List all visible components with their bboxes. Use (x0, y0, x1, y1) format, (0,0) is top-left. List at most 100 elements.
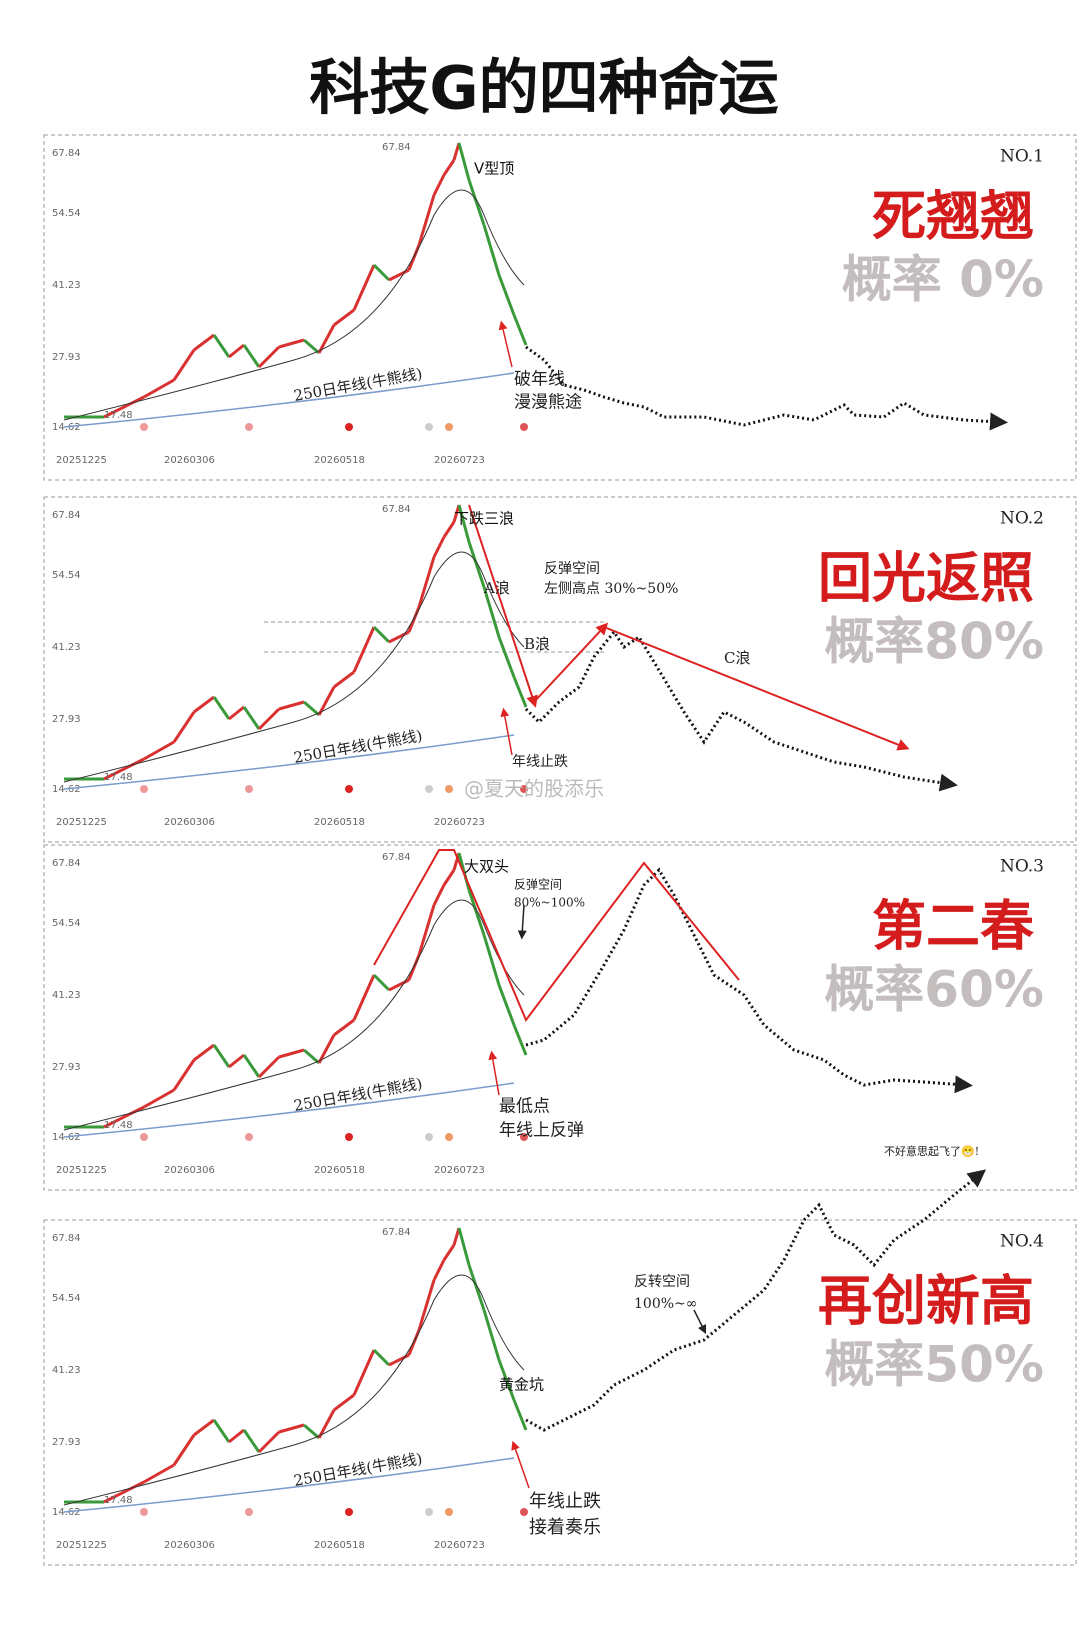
price-segment (193, 1418, 215, 1437)
toolbar-icon (520, 1508, 528, 1516)
price-segment (372, 973, 391, 992)
price-segment (242, 1054, 261, 1078)
peak-label: 67.84 (382, 142, 411, 153)
toolbar-icon (345, 785, 353, 793)
price-segment (452, 852, 461, 871)
watermark: @夏天的股添乐 (464, 777, 604, 801)
toolbar-icon (140, 1133, 148, 1141)
price-segment (333, 1018, 355, 1037)
moving-average (63, 899, 525, 1131)
x-tick-label: 20251225 (56, 817, 107, 828)
price-segment (278, 700, 305, 711)
price-segment (333, 1393, 355, 1412)
price-segment (257, 707, 281, 731)
price-segment (417, 194, 436, 246)
price-segment (103, 395, 145, 419)
price-segment (103, 1105, 145, 1129)
probability: 概率50% (824, 1336, 1044, 1394)
price-segment (143, 1463, 175, 1484)
pattern-label: 黄金坑 (499, 1376, 544, 1394)
price-segment (467, 1264, 486, 1311)
toolbar-icon (520, 423, 528, 431)
price-segment (352, 974, 376, 1021)
panel-number: NO.4 (1000, 1232, 1044, 1252)
x-tick-label: 20260723 (434, 455, 485, 466)
price-segment (242, 1429, 261, 1453)
peak-label: 67.84 (382, 1227, 411, 1238)
moving-average (63, 1274, 525, 1506)
price-segment (303, 1423, 320, 1440)
toolbar-icon (245, 1508, 253, 1516)
pattern-label: V型顶 (474, 160, 514, 178)
ma250-line (63, 1082, 515, 1138)
price-segment (482, 934, 501, 986)
note: 80%~100% (514, 896, 585, 910)
y-tick-label: 27.93 (52, 1062, 81, 1073)
future-path (525, 867, 973, 1094)
price-segment (432, 174, 446, 196)
annotation-arrow (511, 1440, 530, 1489)
low-label: 17.48 (104, 1495, 133, 1506)
panel-border (43, 496, 1077, 843)
toolbar-icon (140, 423, 148, 431)
price-segment (417, 556, 436, 608)
toolbar-icon (345, 1508, 353, 1516)
x-tick-label: 20260306 (164, 817, 215, 828)
panel-border (43, 844, 1077, 1191)
toolbar-icon (345, 423, 353, 431)
price-segment (388, 630, 410, 644)
price-segment (407, 1329, 421, 1356)
price-segment (212, 334, 231, 358)
price-segment (407, 606, 421, 633)
price-segment (172, 349, 196, 381)
x-tick-label: 20260306 (164, 455, 215, 466)
price-segment (467, 179, 486, 226)
price-segment (143, 740, 175, 761)
y-tick-label: 67.84 (52, 858, 81, 869)
fate: 死翘翘 (872, 185, 1034, 248)
price-segment (317, 1409, 336, 1439)
x-tick-label: 20260518 (314, 1165, 365, 1176)
price-segment (432, 536, 446, 558)
price-segment (372, 263, 391, 282)
wave-line (533, 622, 609, 703)
note: 100%~∞ (634, 1296, 697, 1312)
price-segment (457, 1227, 471, 1266)
price-segment (407, 244, 421, 271)
fate: 再创新高 (818, 1270, 1034, 1333)
toolbar-icon (425, 423, 433, 431)
price-segment (407, 954, 421, 981)
probability: 概率60% (824, 961, 1044, 1019)
fate: 回光返照 (818, 547, 1034, 610)
price-segment (212, 696, 231, 720)
note: 左侧高点 30%~50% (544, 580, 678, 597)
y-tick-label: 27.93 (52, 352, 81, 363)
toolbar-icon (245, 423, 253, 431)
annotation-arrow (488, 1050, 500, 1096)
x-tick-label: 20260723 (434, 817, 485, 828)
price-segment (278, 338, 305, 349)
note: 最低点 (499, 1097, 550, 1117)
toolbar-icon (345, 1133, 353, 1141)
price-segment (497, 636, 516, 678)
price-segment (172, 1434, 196, 1466)
price-segment (303, 700, 320, 717)
price-segment (352, 1349, 376, 1396)
moving-average (63, 189, 525, 421)
price-segment (242, 706, 261, 730)
y-tick-label: 67.84 (52, 1233, 81, 1244)
y-tick-label: 41.23 (52, 990, 81, 1001)
price-segment (228, 343, 245, 359)
note: 不好意思起飞了😁! (884, 1144, 979, 1158)
price-segment (257, 1055, 281, 1079)
price-segment (497, 274, 516, 316)
toolbar-icon (140, 785, 148, 793)
price-segment (172, 1059, 196, 1091)
y-tick-label: 41.23 (52, 280, 81, 291)
low-label: 17.48 (104, 1120, 133, 1131)
x-tick-label: 20251225 (56, 1540, 107, 1551)
